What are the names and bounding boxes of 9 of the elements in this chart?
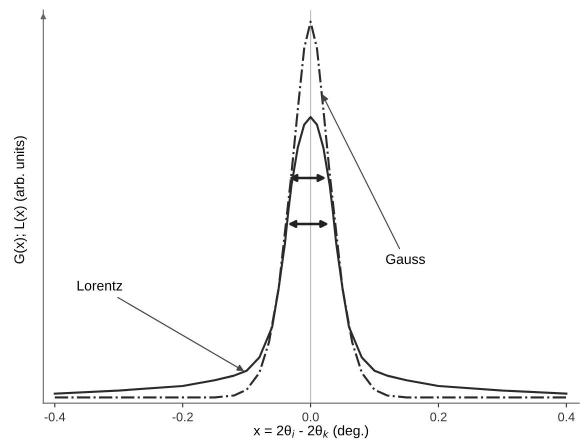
x-tick-label: -0.2	[172, 412, 193, 422]
x-tick-label: 0.2	[430, 412, 447, 422]
x-tick-label: 0.4	[558, 412, 575, 422]
x-tick-label: -0.4	[44, 412, 66, 422]
x-axis-title: x = 2θ$_{i}$ - 2θ$_{k}$ (deg.)	[254, 425, 368, 438]
x-tick-label: 0.0	[302, 412, 319, 422]
annotation: Gauss	[386, 254, 425, 264]
annotation: Lorentz	[78, 280, 122, 291]
y-axis-title: G(x); L(x) (arb. units)	[14, 136, 27, 264]
